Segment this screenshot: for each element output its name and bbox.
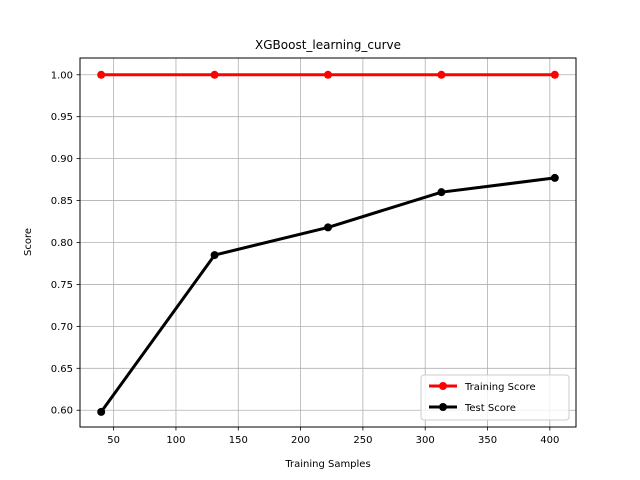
y-tick-label: 0.75 [51,280,73,291]
y-tick-label: 1.00 [51,70,73,81]
series-layer [97,70,559,416]
x-tick-label: 100 [166,435,185,446]
series-2-point [210,251,219,260]
y-tick-label: 0.90 [51,154,73,165]
grid [80,58,576,427]
y-axis-label: Score [23,228,34,256]
x-tick-label: 50 [107,435,120,446]
y-axis: 0.60 0.65 0.70 0.75 0.80 0.85 0.90 0.95 1.00 [51,70,80,417]
chart-title: XGBoost_learning_curve [255,38,401,52]
x-tick-label: 250 [353,435,372,446]
y-tick-label: 0.65 [51,364,73,375]
legend: Training Score Test Score [420,374,570,421]
x-tick-label: 350 [478,435,497,446]
x-tick-label: 400 [540,435,559,446]
legend-label: Test Score [464,403,516,414]
series-2-point [97,407,106,416]
y-tick-label: 0.60 [51,406,73,417]
y-tick-label: 0.70 [51,322,73,333]
series-1-point [210,70,219,79]
y-tick-label: 0.80 [51,238,73,249]
legend-box [420,374,570,421]
series-2-point [324,223,332,232]
x-tick-label: 300 [416,435,435,446]
series-1-point [437,70,446,79]
x-tick-label: 150 [229,435,248,446]
legend-swatch-marker [439,382,447,390]
series-2-point [550,173,559,182]
series-1-point [97,70,106,79]
y-tick-label: 0.95 [51,112,73,123]
series-1-point [324,70,332,79]
x-axis-label: Training Samples [284,459,370,470]
x-tick-label: 200 [291,435,310,446]
series-2-point [437,188,446,197]
legend-label: Training Score [464,382,536,393]
series-1-point [550,70,559,79]
y-tick-label: 0.85 [51,196,73,207]
legend-swatch-marker [439,403,447,411]
x-axis: 50 100 150 200 250 300 350 400 [107,427,559,446]
